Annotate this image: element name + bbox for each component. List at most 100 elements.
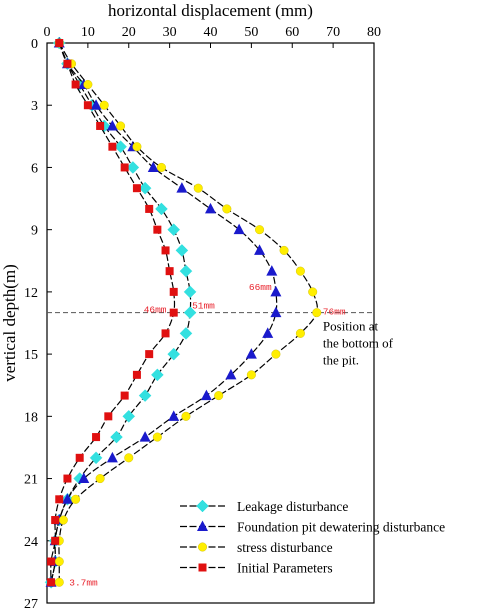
point-leakage-disturbance [122, 409, 136, 423]
y-tick-label: 9 [31, 224, 38, 239]
point-initial-parameters [120, 163, 129, 172]
point-foundation-pit-dewatering-disturbance [262, 327, 274, 338]
y-tick-label: 21 [24, 473, 38, 488]
point-leakage-disturbance [155, 202, 168, 216]
legend-marker [198, 563, 207, 572]
point-initial-parameters [161, 329, 170, 338]
point-initial-parameters [51, 536, 60, 545]
annotation-label: 66mm [249, 282, 272, 293]
point-stress-disturbance [295, 266, 305, 276]
point-leakage-disturbance [151, 368, 164, 382]
legend: Leakage disturbance Foundation pit dewate… [180, 499, 445, 576]
point-foundation-pit-dewatering-disturbance [270, 306, 282, 318]
point-foundation-pit-dewatering-disturbance [254, 244, 266, 255]
y-tick-label: 3 [31, 99, 38, 114]
point-foundation-pit-dewatering-disturbance [225, 368, 237, 380]
x-tick-label: 80 [367, 25, 381, 40]
point-initial-parameters [132, 184, 141, 193]
point-initial-parameters [145, 204, 154, 213]
point-initial-parameters [55, 39, 64, 47]
point-leakage-disturbance [126, 161, 140, 174]
point-foundation-pit-dewatering-disturbance [139, 431, 151, 442]
point-foundation-pit-dewatering-disturbance [270, 285, 282, 297]
point-stress-disturbance [222, 204, 232, 214]
point-stress-disturbance [181, 411, 191, 421]
x-tick-label: 60 [285, 25, 299, 40]
point-foundation-pit-dewatering-disturbance [106, 119, 118, 131]
legend-label: stress disturbance [237, 540, 333, 555]
point-leakage-disturbance [114, 140, 127, 154]
x-tick-label: 10 [81, 25, 95, 40]
annotation-label: 46mm [144, 305, 167, 316]
point-leakage-disturbance [138, 181, 152, 195]
point-foundation-pit-dewatering-disturbance [266, 265, 278, 276]
annotations: 46mm 51mm 66mm 76mm 3.7mm [69, 282, 346, 588]
legend-marker [196, 499, 209, 513]
point-initial-parameters [71, 80, 80, 89]
point-foundation-pit-dewatering-disturbance [78, 472, 90, 484]
point-initial-parameters [169, 287, 178, 296]
point-stress-disturbance [58, 515, 68, 525]
series-layer [44, 36, 322, 589]
point-stress-disturbance [312, 308, 322, 318]
x-axis-title: horizontal displacement (mm) [108, 1, 313, 20]
x-tick-label: 50 [244, 25, 258, 40]
point-foundation-pit-dewatering-disturbance [106, 451, 118, 463]
x-tick-label: 40 [204, 25, 218, 40]
point-initial-parameters [83, 101, 92, 110]
point-leakage-disturbance [179, 327, 193, 340]
point-foundation-pit-dewatering-disturbance [61, 493, 73, 504]
point-initial-parameters [55, 495, 64, 504]
point-initial-parameters [47, 557, 56, 566]
point-initial-parameters [161, 246, 170, 255]
point-initial-parameters [104, 412, 113, 421]
point-stress-disturbance [116, 121, 126, 131]
point-stress-disturbance [99, 100, 109, 110]
legend-label: Foundation pit dewatering disturbance [237, 520, 445, 535]
legend-marker [197, 520, 208, 531]
point-leakage-disturbance [179, 264, 193, 278]
point-stress-disturbance [95, 474, 105, 484]
point-stress-disturbance [255, 225, 265, 235]
point-initial-parameters [51, 516, 60, 525]
point-stress-disturbance [132, 142, 142, 152]
annotation-label: 76mm [323, 307, 346, 318]
point-initial-parameters [165, 267, 174, 276]
point-initial-parameters [92, 433, 101, 442]
point-leakage-disturbance [110, 430, 123, 444]
point-initial-parameters [63, 474, 72, 483]
point-foundation-pit-dewatering-disturbance [147, 161, 159, 172]
axes: 0 10 20 30 40 50 60 70 80 0 3 6 9 12 15 18 21 24 27 [24, 25, 381, 610]
legend-marker [197, 542, 207, 552]
point-initial-parameters [96, 121, 105, 130]
point-stress-disturbance [71, 494, 81, 504]
legend-label: Initial Parameters [237, 561, 333, 576]
x-tick-label: 70 [326, 25, 340, 40]
point-leakage-disturbance [167, 223, 181, 237]
annotation-label: 3.7mm [69, 577, 98, 588]
point-foundation-pit-dewatering-disturbance [205, 202, 216, 214]
x-tick-label: 30 [163, 25, 177, 40]
y-tick-label: 6 [31, 161, 38, 176]
series-initial-parameters [47, 39, 178, 587]
point-foundation-pit-dewatering-disturbance [176, 182, 188, 193]
point-leakage-disturbance [175, 244, 189, 257]
point-stress-disturbance [124, 453, 134, 463]
point-stress-disturbance [295, 328, 305, 338]
point-stress-disturbance [193, 183, 203, 193]
point-initial-parameters [120, 391, 129, 400]
point-leakage-disturbance [183, 285, 197, 299]
y-tick-label: 12 [24, 286, 38, 301]
y-tick-label: 0 [31, 37, 38, 52]
point-stress-disturbance [54, 557, 64, 567]
point-foundation-pit-dewatering-disturbance [245, 348, 257, 359]
point-initial-parameters [145, 350, 154, 359]
point-stress-disturbance [83, 79, 93, 89]
point-stress-disturbance [152, 432, 162, 442]
point-leakage-disturbance [167, 347, 181, 361]
point-leakage-disturbance [183, 306, 197, 319]
y-axis-title: vertical depth(m) [0, 264, 19, 382]
series-line-foundation-pit-dewatering-disturbance [50, 42, 278, 583]
reference-line-group: Position at the bottom of the pit. [47, 312, 394, 368]
